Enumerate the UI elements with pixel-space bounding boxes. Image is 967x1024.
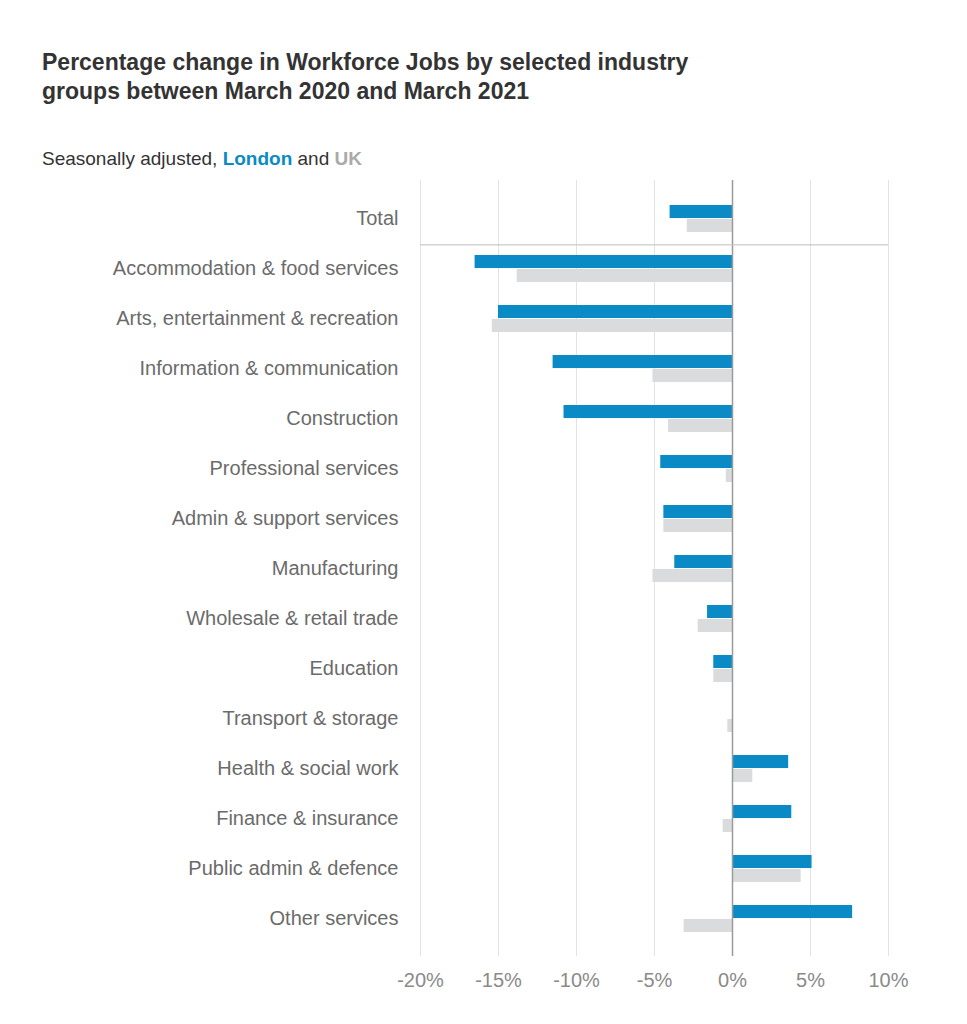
svg-text:Professional services: Professional services (210, 457, 399, 479)
svg-text:-15%: -15% (475, 969, 522, 991)
svg-text:-5%: -5% (637, 969, 673, 991)
svg-text:Education: Education (310, 657, 399, 679)
svg-text:Wholesale & retail trade: Wholesale & retail trade (186, 607, 398, 629)
svg-text:10%: 10% (868, 969, 908, 991)
html-text:Seasonally adjusted, London an: Seasonally adjusted, London and UK (42, 148, 362, 169)
svg-text:Total: Total (356, 207, 398, 229)
svg-text:Admin & support services: Admin & support services (172, 507, 399, 529)
svg-text:Arts, entertainment & recreati: Arts, entertainment & recreation (116, 307, 398, 329)
html-text:Percentage change in Workforce: Percentage change in Workforce Jobs by s… (42, 49, 689, 104)
svg-text:Public admin & defence: Public admin & defence (188, 857, 398, 879)
svg-text:Health & social work: Health & social work (217, 757, 399, 779)
svg-text:Transport & storage: Transport & storage (222, 707, 398, 729)
svg-text:-10%: -10% (553, 969, 600, 991)
svg-text:Accommodation & food services: Accommodation & food services (113, 257, 399, 279)
svg-text:Finance & insurance: Finance & insurance (216, 807, 398, 829)
svg-text:0%: 0% (718, 969, 747, 991)
svg-text:Manufacturing: Manufacturing (272, 557, 399, 579)
svg-text:5%: 5% (796, 969, 825, 991)
svg-text:Information & communication: Information & communication (139, 357, 398, 379)
svg-text:Other services: Other services (270, 907, 399, 929)
svg-text:-20%: -20% (397, 969, 444, 991)
svg-text:Construction: Construction (286, 407, 398, 429)
